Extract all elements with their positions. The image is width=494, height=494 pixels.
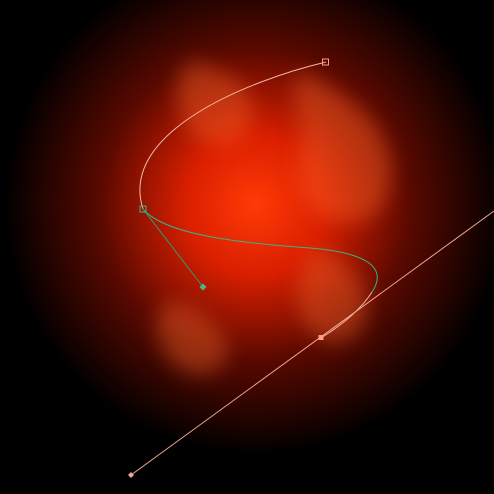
- bezier-path-segment-upper[interactable]: [139, 61, 327, 210]
- bezier-path-segment-lower[interactable]: [320, 291, 373, 339]
- bezier-path-segment-selected[interactable]: [142, 208, 378, 293]
- anchor-top-right[interactable]: [322, 58, 329, 66]
- handle-green[interactable]: [199, 283, 207, 291]
- smoke-texture: [156, 60, 391, 375]
- handle-line-tangent[interactable]: [130, 210, 494, 476]
- anchor-left-middle[interactable]: [139, 205, 147, 213]
- bezier-path-overlay[interactable]: [128, 58, 494, 478]
- anchor-lower-right[interactable]: [318, 335, 324, 340]
- handle-bottom-left[interactable]: [128, 472, 134, 478]
- handle-line-active[interactable]: [142, 208, 204, 288]
